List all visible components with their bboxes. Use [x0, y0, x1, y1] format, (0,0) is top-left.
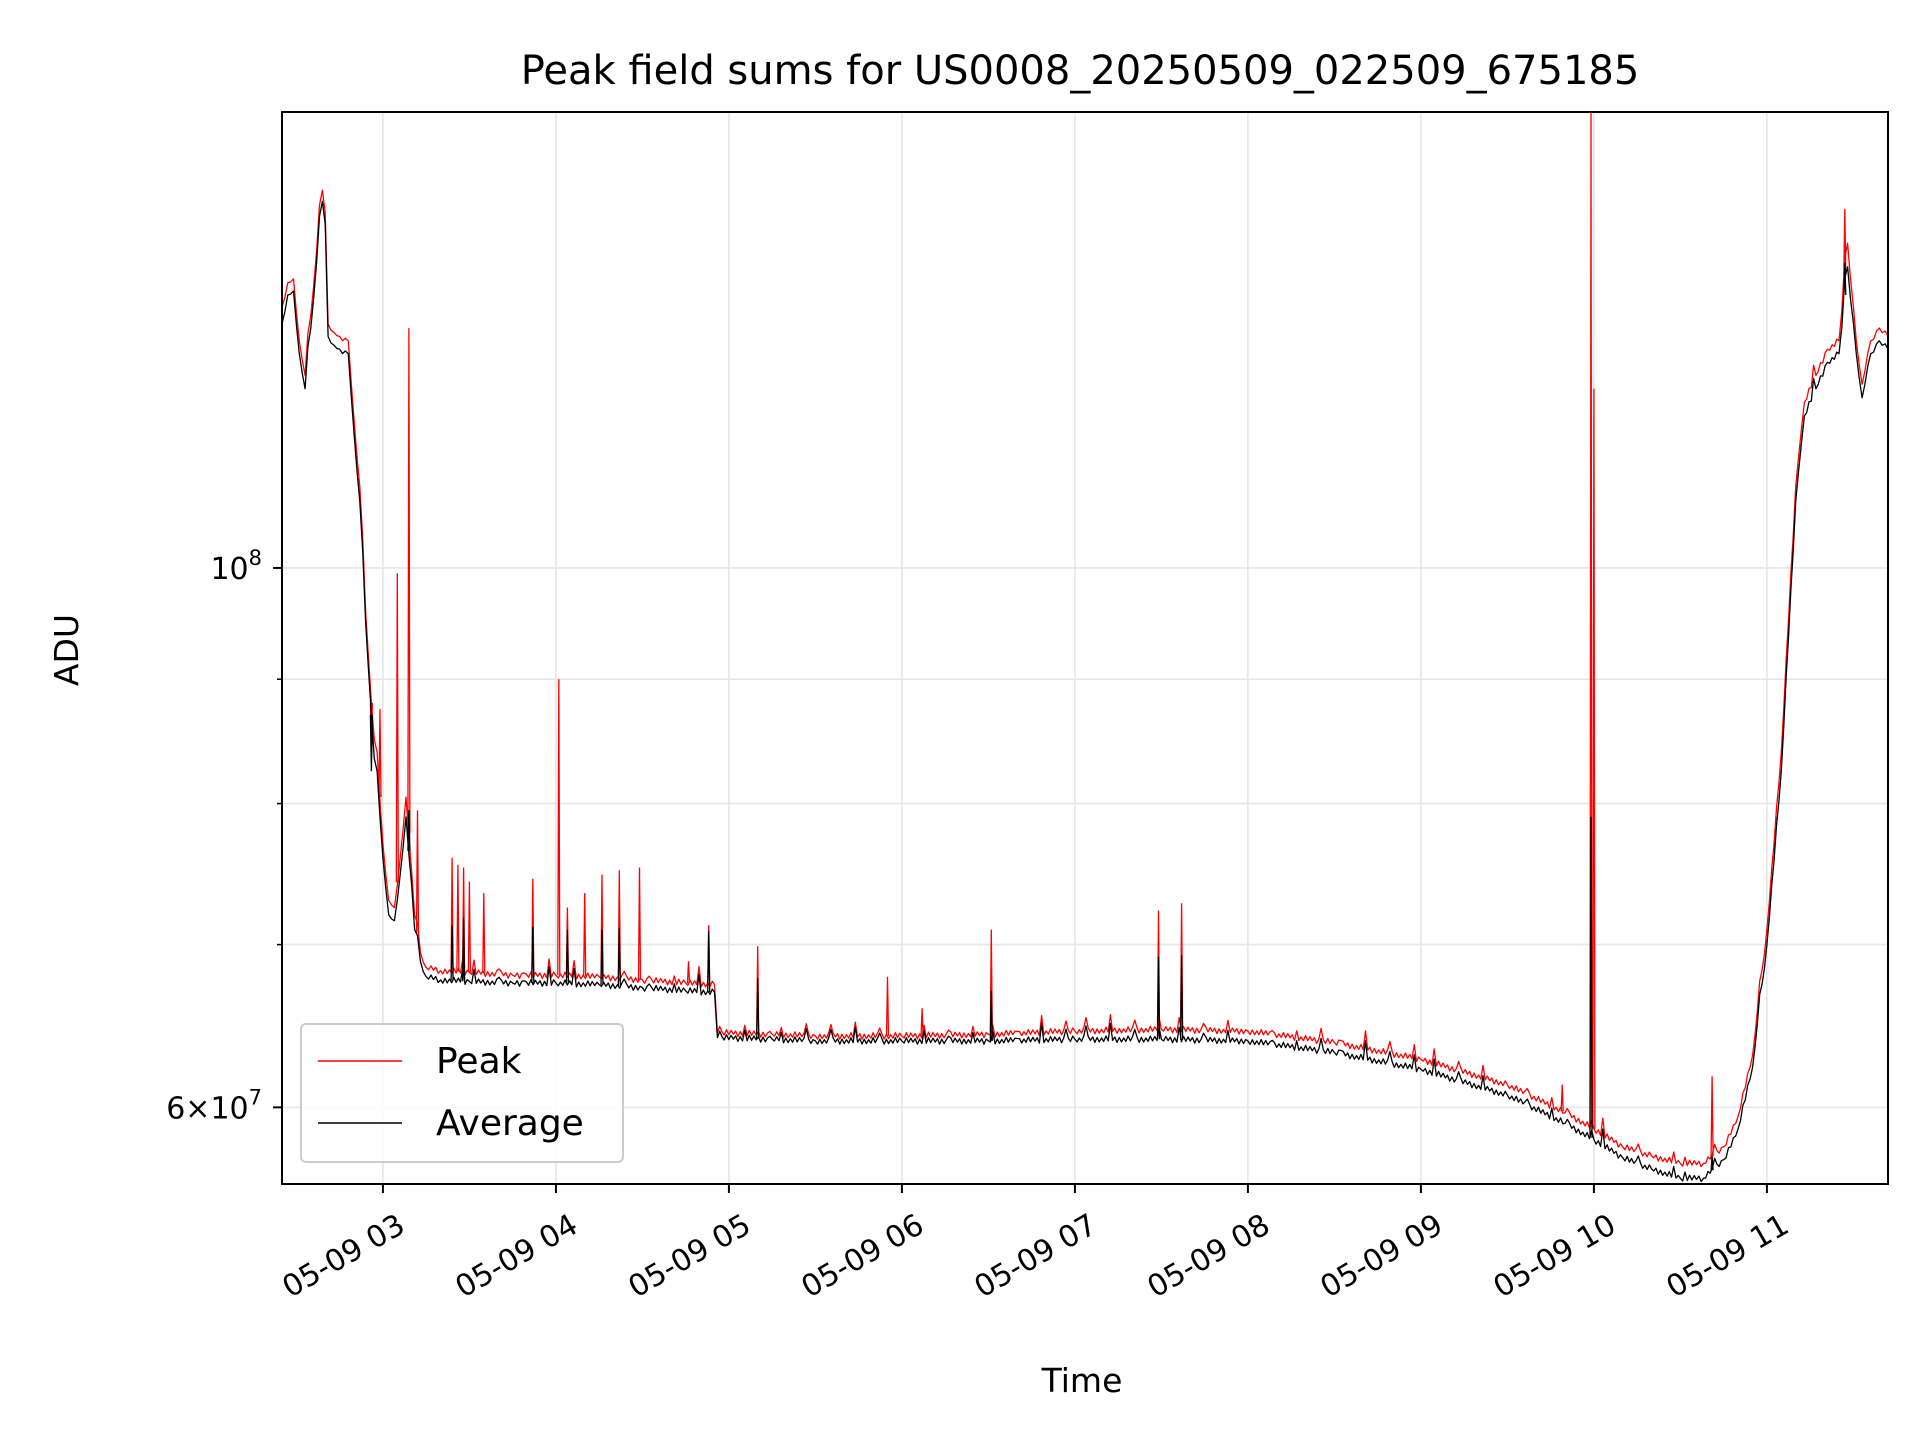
- legend: Peak Average: [300, 1023, 624, 1163]
- x-axis-label: Time: [1041, 1361, 1123, 1400]
- chart-title: Peak field sums for US0008_20250509_0225…: [521, 48, 1640, 94]
- legend-label-peak: Peak: [436, 1041, 522, 1082]
- legend-box: [300, 1023, 624, 1163]
- series-line-average: [281, 200, 1889, 1183]
- series-spikes-average: [369, 262, 1847, 1171]
- legend-label-average: Average: [436, 1103, 584, 1144]
- y-tick-label: 108: [210, 546, 262, 587]
- y-axis-label: ADU: [47, 614, 86, 686]
- series-lines: [281, 111, 1889, 1183]
- series-line-peak: [281, 189, 1889, 1168]
- plot-frame: [281, 111, 1889, 1185]
- y-tick-label: 6×107: [166, 1085, 262, 1126]
